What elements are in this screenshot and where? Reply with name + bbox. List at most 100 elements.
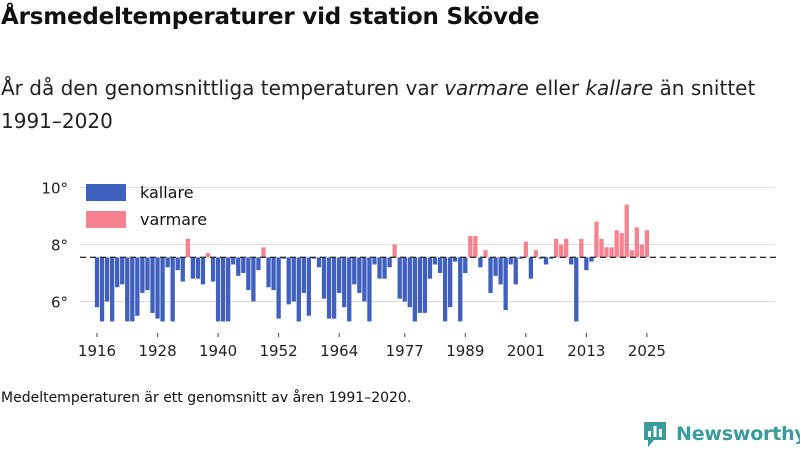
bar-1974 (387, 257, 392, 268)
bar-1988 (458, 257, 463, 322)
bar-1943 (231, 257, 236, 265)
bar-2008 (558, 244, 564, 258)
bar-1978 (407, 257, 412, 308)
bar-1927 (150, 257, 155, 313)
bar-2025 (644, 230, 650, 258)
bar-1940 (215, 257, 221, 322)
bar-1990 (468, 235, 473, 258)
bar-1993 (483, 250, 488, 258)
temperature-bar-chart: 6° 8° 10° 1916 1928 1940 1952 1964 1977 1989 2001 2… (41, 180, 780, 360)
bar-1931 (170, 257, 175, 322)
bar-1925 (140, 257, 145, 293)
bar-1979 (412, 257, 417, 322)
legend-swatch-kallare (86, 184, 126, 201)
bar-1969 (362, 257, 367, 302)
bar-1996 (498, 257, 503, 285)
bar-1956 (296, 257, 301, 322)
bar-2011 (574, 257, 579, 322)
bar-1922 (125, 257, 130, 322)
subtitle-warm-word: varmare (444, 76, 529, 100)
bar-2020 (619, 233, 624, 258)
bar-1959 (311, 257, 317, 259)
bar-1916 (94, 257, 100, 308)
bar-1946 (246, 257, 251, 291)
newsworthy-logo-text: Newsworthy (676, 423, 800, 445)
bar-1921 (120, 257, 125, 285)
bar-1933 (180, 257, 185, 282)
bar-1928 (155, 257, 160, 319)
bar-1966 (347, 257, 352, 322)
bar-1999 (513, 257, 518, 285)
bar-2022 (629, 250, 634, 258)
x-tick-label-1940: 1940 (199, 342, 237, 360)
bar-1942 (226, 257, 231, 322)
chart-title: Årsmedeltemperaturer vid station Skövde (1, 4, 540, 30)
bar-2015 (594, 221, 599, 258)
bar-1932 (175, 257, 180, 271)
bar-2012 (579, 238, 584, 258)
bar-1954 (286, 257, 291, 305)
bar-1977 (402, 257, 407, 302)
bar-1972 (377, 257, 382, 279)
bar-1929 (160, 257, 165, 322)
bar-1944 (236, 257, 241, 276)
bar-1992 (478, 257, 483, 268)
bar-1938 (205, 253, 211, 258)
bar-1964 (337, 257, 342, 293)
bar-1976 (397, 257, 402, 299)
bar-1985 (442, 257, 448, 322)
bar-1926 (145, 257, 150, 291)
bar-1997 (503, 257, 508, 311)
newsworthy-logo: Newsworthy (642, 419, 800, 449)
bar-1965 (342, 257, 347, 308)
legend-label-kallare: kallare (140, 183, 194, 202)
bar-1968 (357, 257, 362, 293)
bar-1958 (306, 257, 312, 316)
x-tick-label-2001: 2001 (507, 342, 545, 360)
newsworthy-logo-icon (644, 422, 666, 447)
bar-2023 (634, 227, 639, 258)
bar-1955 (291, 257, 296, 302)
bar-1924 (135, 257, 140, 316)
bar-1952 (276, 257, 281, 319)
bar-1957 (301, 257, 306, 293)
bar-1984 (437, 257, 443, 273)
bar-2017 (604, 247, 609, 258)
bar-2009 (564, 238, 569, 258)
bar-2004 (538, 257, 544, 259)
y-tick-label-6: 6° (51, 294, 68, 312)
x-tick-label-1989: 1989 (446, 342, 484, 360)
subtitle-part-1: År då den genomsnittliga temperaturen va… (1, 76, 445, 100)
bar-1941 (220, 257, 226, 322)
bar-1975 (392, 244, 397, 258)
bar-1951 (271, 257, 276, 291)
bar-1937 (200, 257, 206, 285)
bar-1935 (190, 257, 196, 279)
bar-1961 (321, 257, 327, 299)
bar-1967 (352, 257, 357, 285)
bar-1987 (453, 257, 458, 262)
bar-1923 (130, 257, 135, 322)
x-tick-label-1916: 1916 (78, 342, 116, 360)
bar-1936 (195, 257, 201, 279)
bar-2005 (543, 257, 549, 265)
bar-1962 (326, 257, 332, 319)
bar-1998 (508, 257, 513, 265)
y-tick-label-10: 10° (41, 180, 68, 198)
x-tick-label-2013: 2013 (567, 342, 605, 360)
bar-2010 (569, 257, 574, 265)
x-tick-label-1964: 1964 (320, 342, 358, 360)
bar-1960 (316, 257, 322, 268)
bar-2002 (528, 257, 534, 279)
bar-1963 (331, 257, 337, 319)
bar-1971 (372, 257, 377, 265)
chart-subtitle: År då den genomsnittliga temperaturen va… (1, 72, 791, 138)
bar-2013 (584, 257, 589, 271)
bar-1973 (382, 257, 387, 279)
subtitle-cold-word: kallare (585, 76, 654, 100)
chart-caption: Medeltemperaturen är ett genomsnitt av å… (1, 390, 412, 406)
bar-2003 (533, 250, 539, 258)
y-tick-label-8: 8° (51, 237, 68, 255)
bar-2019 (614, 230, 619, 258)
bar-2001 (523, 241, 528, 258)
